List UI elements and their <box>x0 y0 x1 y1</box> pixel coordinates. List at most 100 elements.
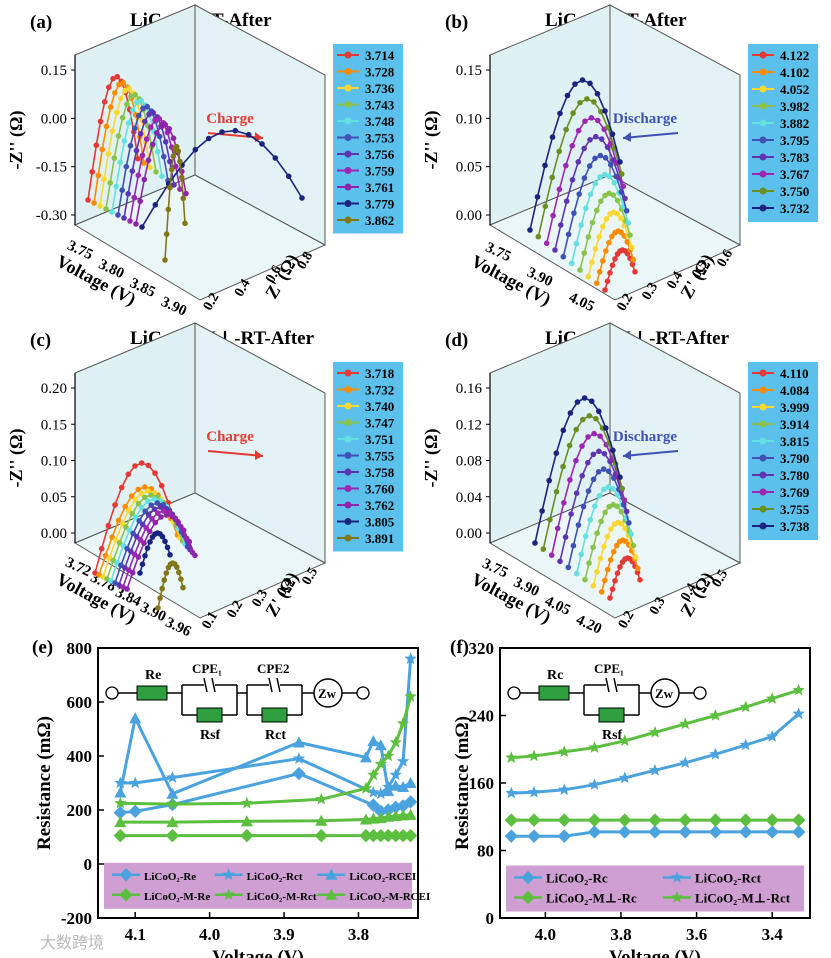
curve-point <box>186 538 193 545</box>
curve-point <box>129 569 136 576</box>
curve-point <box>607 270 613 276</box>
curve-point <box>632 554 639 560</box>
curve-point <box>613 542 620 549</box>
curve-point <box>152 519 159 526</box>
curve-point <box>610 447 616 454</box>
curve-point <box>144 545 151 551</box>
curve-point <box>134 99 140 106</box>
curve-point <box>611 179 617 186</box>
curve-point <box>162 257 168 263</box>
curve-point <box>578 551 584 558</box>
annotation-label: Charge <box>206 111 254 127</box>
data-point <box>708 825 723 839</box>
curve-point <box>152 470 158 476</box>
curve-point <box>594 569 600 575</box>
curve-point <box>131 125 138 132</box>
curve-point <box>107 180 113 186</box>
series-LiCoO₂-M-RCEI <box>114 808 417 828</box>
curve-point <box>608 526 614 532</box>
legend-entry: 3.790 <box>780 451 809 466</box>
curve-point <box>622 525 628 532</box>
curve-point <box>125 120 132 126</box>
curve-point <box>175 519 181 525</box>
x-tick-label: 4.1 <box>125 925 146 944</box>
panel-label: (e) <box>32 637 53 658</box>
curve-point <box>582 576 588 583</box>
y-tick-label: 160 <box>469 774 495 793</box>
equivalent-circuit: Rc CPE₁ Rsf Zw <box>507 661 707 743</box>
legend-entry: 3.914 <box>780 417 810 432</box>
y-tick-label: 0.05 <box>41 490 67 506</box>
curve-point <box>143 525 149 531</box>
curve-point <box>600 466 607 472</box>
curve-point <box>581 175 588 181</box>
curve-point <box>192 552 198 559</box>
curve-point <box>587 517 594 523</box>
legend-entry: 3.783 <box>780 150 810 165</box>
curve-point <box>573 570 580 577</box>
curve-point <box>145 488 151 494</box>
curve-point <box>532 540 538 546</box>
data-point <box>222 888 235 901</box>
y-tick-label: -0.15 <box>36 160 67 176</box>
curve-point <box>581 250 587 256</box>
curve-point <box>139 561 146 567</box>
y-tick-label: 0.08 <box>456 454 482 470</box>
curve-point <box>578 222 584 228</box>
curve-point <box>113 183 119 190</box>
y-axis-label: -Z'' (Ω) <box>6 429 27 488</box>
data-point <box>129 712 142 724</box>
curve-point <box>543 240 550 247</box>
curve-point <box>91 200 97 206</box>
curve-point <box>629 261 636 268</box>
curve-point <box>621 497 628 503</box>
legend-marker <box>759 204 767 212</box>
x-tick-label: 3.8 <box>610 925 631 944</box>
curve-point <box>622 195 628 202</box>
legend-marker <box>344 534 352 542</box>
curve-point <box>125 191 131 197</box>
curve-point <box>602 509 608 516</box>
data-point <box>315 814 328 826</box>
data-point <box>114 786 127 798</box>
data-point <box>766 730 779 742</box>
legend-entry: 3.779 <box>365 197 395 212</box>
curve-point <box>93 142 100 148</box>
legend-entry: 3.891 <box>365 531 394 546</box>
curve-point <box>614 570 621 576</box>
curve-point <box>180 584 186 591</box>
legend-marker <box>759 454 767 462</box>
legend-marker <box>344 117 352 125</box>
data-point <box>504 829 519 843</box>
legend-entry: 3.758 <box>365 465 395 480</box>
legend-entry: 3.882 <box>780 116 809 131</box>
data-point <box>314 828 328 843</box>
curve-point <box>618 215 624 221</box>
curve-point <box>139 152 146 159</box>
series-LiCoO₂-Rc <box>504 825 806 843</box>
curve-point <box>596 408 602 415</box>
z-axis-label: Voltage (V) <box>53 251 140 310</box>
data-point <box>739 813 753 827</box>
legend-entry: 4.102 <box>780 65 809 80</box>
data-point <box>403 828 418 843</box>
data-point <box>504 813 519 827</box>
legend-marker <box>344 501 352 509</box>
series-LiCoO₂-M⊥-Rct <box>505 683 805 763</box>
annotation-arrow <box>622 132 679 139</box>
curve-point <box>259 141 265 147</box>
curve-point <box>583 205 589 212</box>
curve-point <box>162 139 169 145</box>
curve-point <box>623 208 630 214</box>
curve-point <box>103 123 110 130</box>
y-tick-label: 320 <box>469 639 495 658</box>
legend-entry: LiCoO₂-Rc <box>546 871 608 886</box>
y-tick-label: 0.00 <box>41 111 67 127</box>
curve-point <box>180 195 187 202</box>
curve-point <box>581 145 587 152</box>
curve-point <box>178 174 185 181</box>
curve-point <box>120 79 126 86</box>
legend: 4.122 4.102 4.052 3.982 3.882 3.795 3.783 3.767… <box>748 44 818 222</box>
curve-point <box>573 457 579 464</box>
legend-entry: 3.714 <box>365 48 395 63</box>
